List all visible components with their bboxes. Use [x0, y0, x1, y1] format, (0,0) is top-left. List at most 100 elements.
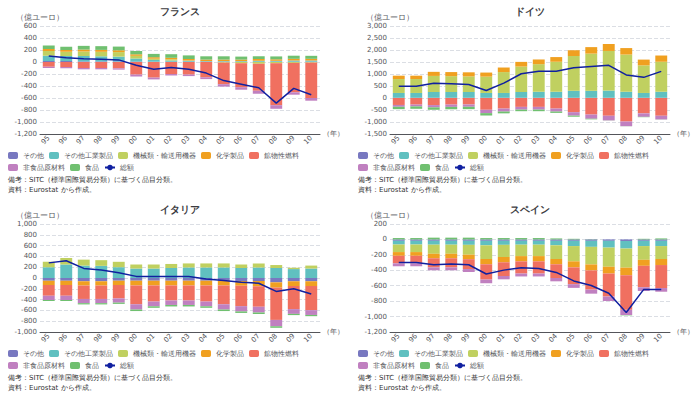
svg-text:01: 01	[145, 134, 157, 146]
svg-text:-1,000: -1,000	[14, 328, 37, 336]
svg-text:-1,000: -1,000	[14, 118, 37, 126]
svg-text:10: 10	[302, 134, 314, 146]
svg-text:イタリア: イタリア	[160, 204, 200, 215]
svg-text:-600: -600	[21, 306, 37, 314]
svg-text:01: 01	[495, 332, 507, 344]
svg-text:鉱物性燃料: 鉱物性燃料	[614, 152, 649, 160]
svg-text:非食品原材料: 非食品原材料	[23, 164, 65, 172]
svg-text:05: 05	[565, 332, 577, 344]
svg-text:その他工業製品: その他工業製品	[64, 152, 113, 160]
svg-text:96: 96	[407, 134, 419, 146]
svg-text:機械類・輸送用機器: 機械類・輸送用機器	[133, 350, 196, 358]
svg-text:96: 96	[407, 332, 419, 344]
svg-text:備考：SITC（標準国際貿易分類）に基づく品目分類。: 備考：SITC（標準国際貿易分類）に基づく品目分類。	[8, 374, 177, 382]
svg-text:99: 99	[110, 134, 122, 146]
svg-text:03: 03	[180, 332, 192, 344]
svg-text:その他工業製品: その他工業製品	[64, 350, 113, 358]
svg-text:03: 03	[180, 134, 192, 146]
svg-text:400: 400	[24, 34, 37, 42]
svg-text:（年）: （年）	[673, 328, 694, 336]
svg-text:04: 04	[547, 134, 559, 146]
svg-text:99: 99	[460, 134, 472, 146]
svg-text:-400: -400	[21, 82, 37, 90]
svg-text:-400: -400	[21, 296, 37, 304]
svg-text:08: 08	[617, 332, 629, 344]
svg-text:-800: -800	[21, 317, 37, 325]
svg-text:資料：Eurostat から作成。: 資料：Eurostat から作成。	[8, 384, 96, 392]
svg-text:09: 09	[635, 134, 647, 146]
svg-text:98: 98	[92, 134, 104, 146]
svg-text:-1,000: -1,000	[364, 313, 387, 321]
svg-text:備考：SITC（標準国際貿易分類）に基づく品目分類。: 備考：SITC（標準国際貿易分類）に基づく品目分類。	[358, 176, 527, 184]
svg-text:04: 04	[547, 332, 559, 344]
svg-text:02: 02	[512, 134, 524, 146]
svg-text:200: 200	[374, 220, 387, 228]
svg-text:機械類・輸送用機器: 機械類・輸送用機器	[483, 350, 546, 358]
svg-text:02: 02	[162, 134, 174, 146]
svg-text:200: 200	[24, 263, 37, 271]
svg-text:05: 05	[215, 332, 227, 344]
svg-text:99: 99	[460, 332, 472, 344]
svg-text:600: 600	[24, 22, 37, 30]
svg-text:04: 04	[197, 332, 209, 344]
svg-text:2,000: 2,000	[367, 46, 387, 54]
svg-text:非食品原材料: 非食品原材料	[373, 164, 415, 172]
svg-text:総額: 総額	[469, 164, 484, 172]
svg-text:1,000: 1,000	[367, 70, 387, 78]
svg-text:00: 00	[127, 134, 139, 146]
svg-text:05: 05	[565, 134, 577, 146]
svg-text:フランス: フランス	[160, 6, 200, 17]
svg-text:02: 02	[512, 332, 524, 344]
svg-text:資料：Eurostat から作成。: 資料：Eurostat から作成。	[358, 384, 446, 392]
svg-text:800: 800	[24, 231, 37, 239]
svg-text:化学製品: 化学製品	[566, 152, 594, 160]
svg-text:非食品原材料: 非食品原材料	[373, 362, 415, 370]
svg-text:食品: 食品	[85, 164, 99, 172]
svg-text:2,500: 2,500	[367, 34, 387, 42]
svg-text:その他: その他	[23, 152, 44, 160]
svg-text:その他: その他	[373, 350, 394, 358]
svg-text:その他: その他	[373, 152, 394, 160]
svg-text:-800: -800	[21, 106, 37, 114]
svg-text:10: 10	[652, 134, 664, 146]
svg-text:化学製品: 化学製品	[566, 350, 594, 358]
svg-text:97: 97	[425, 134, 437, 146]
svg-text:03: 03	[530, 332, 542, 344]
svg-text:（年）: （年）	[673, 130, 694, 138]
svg-text:09: 09	[285, 332, 297, 344]
svg-text:化学製品: 化学製品	[216, 350, 244, 358]
svg-text:-600: -600	[371, 282, 387, 290]
svg-text:-200: -200	[21, 70, 37, 78]
svg-text:06: 06	[582, 134, 594, 146]
svg-text:-200: -200	[371, 251, 387, 259]
svg-text:02: 02	[162, 332, 174, 344]
svg-text:その他工業製品: その他工業製品	[414, 350, 463, 358]
svg-text:（億ユーロ）: （億ユーロ）	[16, 13, 64, 22]
svg-text:鉱物性燃料: 鉱物性燃料	[264, 152, 299, 160]
svg-text:0: 0	[383, 94, 387, 102]
svg-text:食品: 食品	[435, 164, 449, 172]
svg-text:96: 96	[57, 332, 69, 344]
svg-text:06: 06	[232, 332, 244, 344]
svg-text:07: 07	[600, 134, 612, 146]
svg-text:備考：SITC（標準国際貿易分類）に基づく品目分類。: 備考：SITC（標準国際貿易分類）に基づく品目分類。	[358, 374, 527, 382]
svg-text:3,000: 3,000	[367, 22, 387, 30]
svg-text:97: 97	[75, 332, 87, 344]
svg-text:その他工業製品: その他工業製品	[414, 152, 463, 160]
svg-text:10: 10	[302, 332, 314, 344]
svg-text:-400: -400	[371, 266, 387, 274]
svg-text:97: 97	[75, 134, 87, 146]
svg-text:-500: -500	[371, 106, 387, 114]
svg-text:総額: 総額	[469, 362, 484, 370]
svg-text:機械類・輸送用機器: 機械類・輸送用機器	[133, 152, 196, 160]
svg-text:09: 09	[635, 332, 647, 344]
svg-text:総額: 総額	[119, 164, 134, 172]
svg-text:600: 600	[24, 242, 37, 250]
svg-text:その他: その他	[23, 350, 44, 358]
svg-text:（億ユーロ）: （億ユーロ）	[16, 211, 64, 220]
svg-text:（年）: （年）	[323, 130, 344, 138]
svg-text:00: 00	[477, 134, 489, 146]
svg-text:-600: -600	[21, 94, 37, 102]
svg-text:0: 0	[383, 235, 387, 243]
svg-text:98: 98	[92, 332, 104, 344]
